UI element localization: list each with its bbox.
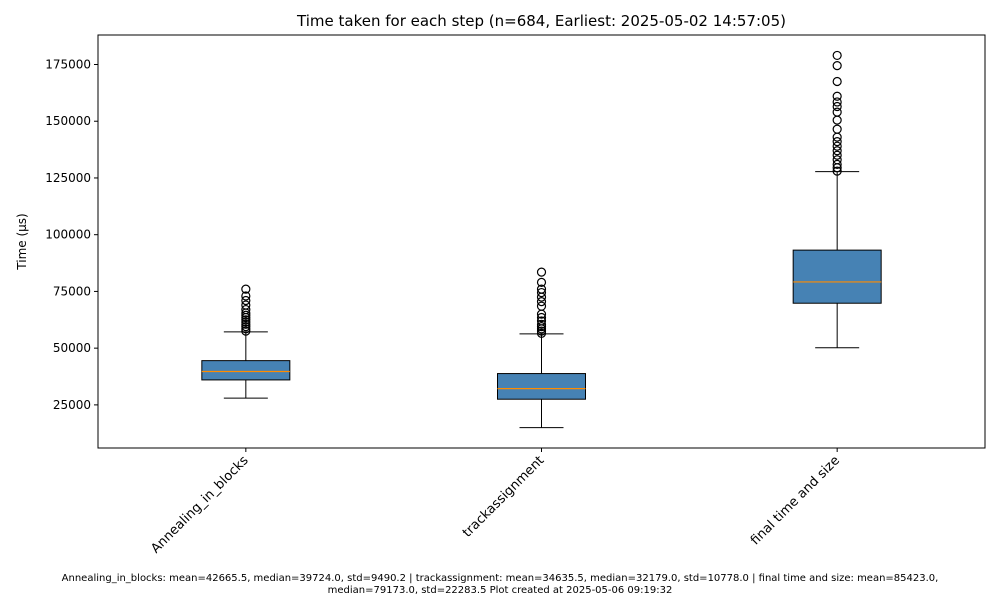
outlier-point <box>832 146 842 156</box>
x-tick-label: trackassignment <box>460 453 547 540</box>
x-tick-label: final time and size <box>748 453 843 548</box>
x-tick-label: Annealing_in_blocks <box>148 453 252 557</box>
outlier-point <box>832 115 842 125</box>
chart-title: Time taken for each step (n=684, Earlies… <box>296 12 786 30</box>
y-tick-label: 75000 <box>53 284 91 298</box>
outlier-point <box>241 304 251 315</box>
outlier-point <box>241 291 251 301</box>
outlier-point <box>832 50 842 61</box>
outlier-point <box>241 284 251 294</box>
footer-line-2: median=79173.0, std=22283.5 Plot created… <box>327 585 673 596</box>
y-tick-label: 175000 <box>45 58 91 72</box>
outlier-point <box>832 141 842 151</box>
outlier-point <box>832 107 842 117</box>
outlier-point <box>832 97 842 107</box>
outlier-point <box>832 101 842 112</box>
outlier-point <box>241 300 251 310</box>
outlier-point <box>832 91 842 101</box>
outlier-point <box>832 150 842 160</box>
box-iqr <box>201 360 291 381</box>
summary-footer: Annealing_in_blocks: mean=42665.5, media… <box>0 573 1000 597</box>
outlier-point <box>536 287 547 298</box>
plot-frame <box>97 34 986 449</box>
outlier-point <box>832 124 842 134</box>
y-tick-label: 50000 <box>53 341 91 355</box>
outlier-point <box>832 159 842 169</box>
outlier-point <box>536 301 547 311</box>
outlier-point <box>832 155 842 165</box>
outlier-point <box>241 295 251 306</box>
outlier-point <box>536 316 547 326</box>
box-iqr <box>792 249 882 304</box>
y-tick-label: 25000 <box>53 398 91 412</box>
outlier-point <box>832 137 842 147</box>
outlier-point <box>536 312 547 323</box>
y-axis-label: Time (µs) <box>15 213 29 270</box>
y-tick-label: 150000 <box>45 114 91 128</box>
y-tick-label: 125000 <box>45 171 91 185</box>
footer-line-1: Annealing_in_blocks: mean=42665.5, media… <box>61 573 939 584</box>
y-tick-label: 100000 <box>45 228 91 242</box>
outlier-point <box>536 267 547 277</box>
outlier-point <box>832 166 842 176</box>
box-iqr <box>497 373 586 400</box>
outlier-point <box>536 319 547 329</box>
outlier-point <box>536 277 547 287</box>
outlier-point <box>536 284 547 294</box>
outlier-point <box>832 61 842 71</box>
outlier-point <box>536 297 547 307</box>
outlier-point <box>832 76 842 87</box>
